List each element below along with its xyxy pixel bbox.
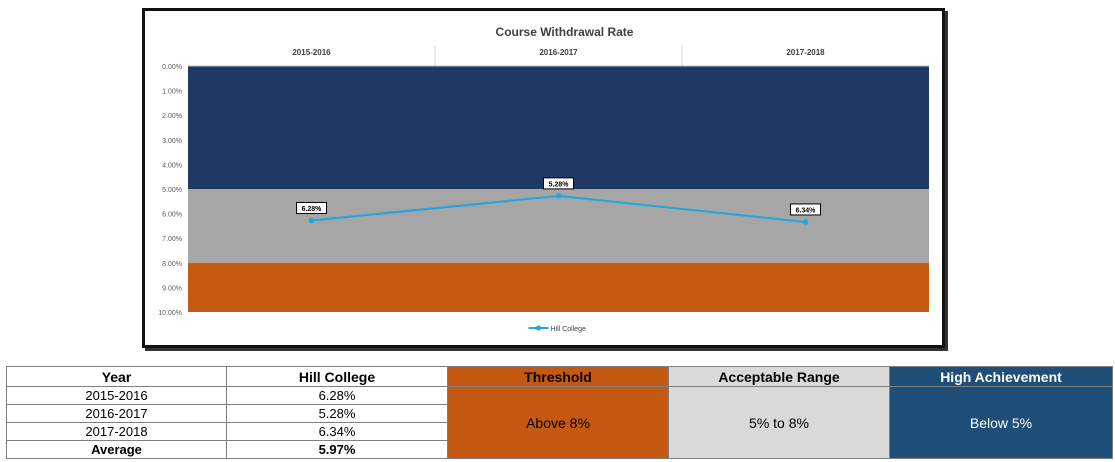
high-achievement-cell: Below 5% bbox=[889, 386, 1113, 459]
y-tick-label: 1.00% bbox=[162, 89, 182, 96]
table-row: 2016-2017 5.28% bbox=[6, 404, 1113, 423]
data-label: 5.28% bbox=[549, 181, 570, 188]
y-tick-label: 2.00% bbox=[162, 113, 182, 120]
row-value: 6.28% bbox=[226, 386, 448, 405]
withdrawal-chart: Course Withdrawal Rate 2015-2016 2016-2017… bbox=[158, 25, 929, 333]
header-high-achievement: High Achievement bbox=[889, 366, 1113, 387]
x-tick-label: 2016-2017 bbox=[539, 48, 578, 57]
average-row: Average 5.97% bbox=[6, 440, 1113, 459]
table-header-row: Year Hill College Threshold Acceptable R… bbox=[6, 366, 1113, 387]
row-year: 2017-2018 bbox=[6, 422, 227, 441]
acceptable-range-cell: 5% to 8% bbox=[668, 386, 890, 459]
band-1 bbox=[188, 189, 929, 263]
threshold-cell: Above 8% bbox=[447, 386, 669, 459]
legend-marker bbox=[536, 325, 541, 331]
y-tick-label: 0.00% bbox=[162, 64, 182, 71]
data-label: 6.34% bbox=[796, 207, 817, 214]
x-tick-label: 2017-2018 bbox=[786, 48, 825, 57]
y-tick-label: 10.00% bbox=[158, 310, 182, 317]
row-year: 2016-2017 bbox=[6, 404, 227, 423]
average-value: 5.97% bbox=[226, 440, 448, 459]
summary-table: Year Hill College Threshold Acceptable R… bbox=[6, 366, 1113, 459]
y-tick-label: 4.00% bbox=[162, 162, 182, 169]
y-tick-label: 5.00% bbox=[162, 187, 182, 194]
y-tick-label: 8.00% bbox=[162, 261, 182, 268]
average-label: Average bbox=[6, 440, 227, 459]
chart-frame: Course Withdrawal Rate 2015-2016 2016-2017… bbox=[142, 8, 945, 348]
data-point bbox=[802, 219, 809, 225]
row-value: 6.34% bbox=[226, 422, 448, 441]
data-label-box bbox=[543, 177, 574, 190]
header-threshold: Threshold bbox=[447, 366, 669, 387]
chart-title: Course Withdrawal Rate bbox=[496, 25, 634, 39]
header-year: Year bbox=[6, 366, 227, 387]
band-0 bbox=[188, 66, 929, 189]
header-hill-college: Hill College bbox=[226, 366, 448, 387]
data-point bbox=[308, 217, 315, 224]
data-label-box bbox=[790, 203, 821, 216]
y-tick-label: 9.00% bbox=[162, 285, 182, 292]
legend-label: Hill College bbox=[551, 326, 587, 333]
row-year: 2015-2016 bbox=[6, 386, 227, 405]
data-label-box bbox=[296, 201, 327, 214]
data-label: 6.28% bbox=[302, 206, 323, 213]
x-tick-label: 2015-2016 bbox=[292, 48, 331, 57]
y-tick-label: 7.00% bbox=[162, 236, 182, 243]
y-tick-label: 3.00% bbox=[162, 138, 182, 145]
data-point bbox=[555, 193, 562, 199]
row-value: 5.28% bbox=[226, 404, 448, 423]
band-2 bbox=[188, 262, 929, 312]
header-acceptable-range: Acceptable Range bbox=[668, 366, 890, 387]
y-tick-label: 6.00% bbox=[162, 212, 182, 219]
table-row: 2015-2016 6.28% Above 8% 5% to 8% Below … bbox=[6, 386, 1113, 459]
